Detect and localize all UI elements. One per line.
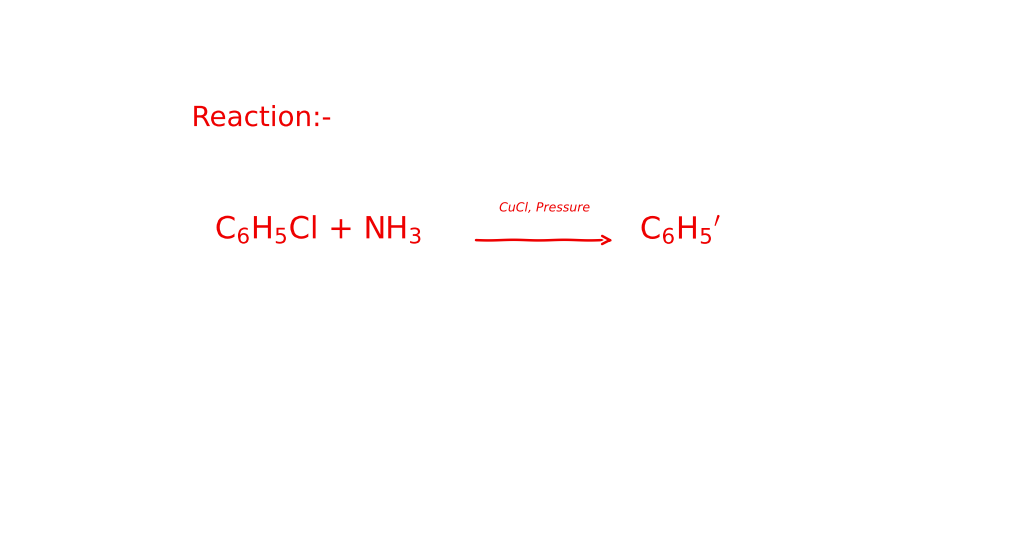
Text: C$_6$H$_5$Cl + NH$_3$: C$_6$H$_5$Cl + NH$_3$ — [215, 214, 422, 245]
Text: CuCl, Pressure: CuCl, Pressure — [499, 201, 590, 215]
Text: C$_6$H$_5$$^{\prime}$: C$_6$H$_5$$^{\prime}$ — [640, 212, 722, 246]
Text: Reaction:-: Reaction:- — [191, 104, 331, 132]
